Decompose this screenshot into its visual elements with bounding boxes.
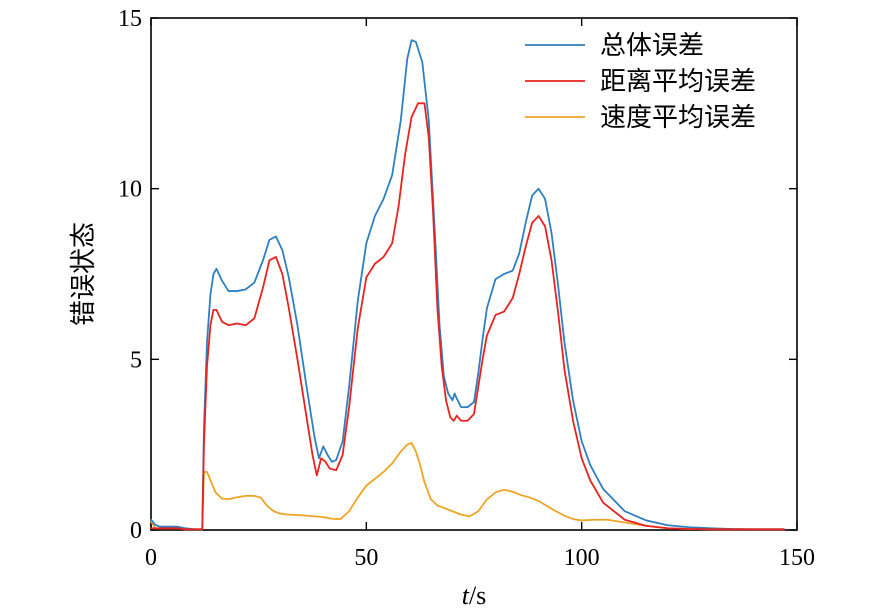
x-tick-label-50: 50 — [354, 545, 378, 571]
legend-label-0: 总体误差 — [600, 31, 704, 61]
x-tick-label-100: 100 — [564, 545, 600, 571]
series-layer — [150, 39, 785, 531]
y-tick-label-0: 0 — [130, 518, 142, 544]
x-axis-label-unit: /s — [469, 581, 486, 610]
series-line-1 — [150, 102, 785, 531]
axis-ticks: 0 50 100 150 0 5 10 15 — [118, 6, 815, 571]
y-tick-label-5: 5 — [130, 347, 142, 373]
x-axis-label: t/s — [462, 581, 487, 610]
x-axis-label-variable: t — [462, 581, 470, 610]
x-tick-label-150: 150 — [779, 545, 815, 571]
series-line-2 — [150, 442, 785, 531]
y-axis-label: 错误状态 — [69, 222, 99, 326]
legend-label-1: 距离平均误差 — [600, 67, 756, 97]
series-line-0 — [150, 39, 785, 531]
plot-frame — [150, 17, 798, 531]
x-tick-label-0: 0 — [145, 545, 157, 571]
y-tick-label-15: 15 — [118, 6, 142, 32]
y-tick-label-10: 10 — [118, 177, 142, 203]
legend-label-2: 速度平均误差 — [600, 103, 756, 133]
